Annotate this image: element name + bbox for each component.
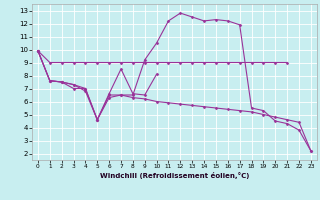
X-axis label: Windchill (Refroidissement éolien,°C): Windchill (Refroidissement éolien,°C) [100,172,249,179]
